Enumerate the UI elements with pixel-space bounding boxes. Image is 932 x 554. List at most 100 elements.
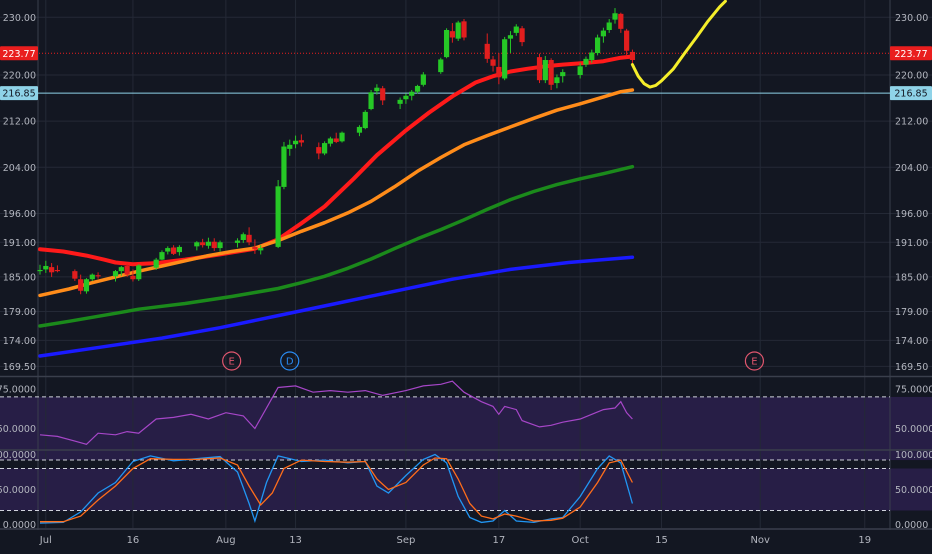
projection-path bbox=[630, 0, 727, 89]
rsi-tick-label-left: 50.0000 bbox=[0, 424, 36, 435]
candle-body bbox=[548, 60, 554, 85]
candle-body bbox=[194, 242, 200, 247]
x-tick-label: Oct bbox=[572, 535, 589, 546]
candle bbox=[380, 85, 386, 105]
candle bbox=[159, 250, 165, 261]
candle-body bbox=[600, 30, 606, 37]
price-tick-label-left: 179.00 bbox=[3, 307, 36, 318]
candle bbox=[170, 245, 177, 255]
candle-body bbox=[333, 138, 339, 142]
price-gridlines bbox=[0, 16, 932, 367]
event-marker: D bbox=[280, 351, 300, 371]
candle bbox=[298, 134, 304, 147]
candle-body bbox=[612, 13, 618, 20]
stoch-tick-label-right: 0.0000 bbox=[895, 520, 928, 531]
candle bbox=[449, 23, 455, 43]
candle bbox=[54, 265, 61, 273]
candle bbox=[176, 245, 182, 256]
candle bbox=[234, 238, 241, 248]
candle bbox=[577, 62, 583, 79]
price-tick-label-right: 204.00 bbox=[895, 163, 928, 174]
candle bbox=[322, 141, 328, 156]
candle bbox=[618, 12, 624, 33]
candle-body bbox=[356, 126, 363, 133]
candle-body bbox=[72, 271, 78, 279]
candle bbox=[72, 269, 78, 281]
price-badge-bg bbox=[0, 46, 38, 61]
candle bbox=[246, 227, 252, 246]
candle-body bbox=[322, 143, 328, 154]
rsi-line bbox=[39, 380, 633, 445]
candle bbox=[438, 57, 444, 74]
candle bbox=[130, 269, 136, 282]
candle bbox=[165, 246, 171, 255]
candle-body bbox=[409, 91, 415, 96]
candle-body bbox=[124, 265, 130, 275]
candle bbox=[37, 264, 43, 275]
candle bbox=[49, 263, 55, 277]
candle-body bbox=[37, 270, 43, 272]
candle-body bbox=[420, 74, 426, 85]
candle-body bbox=[490, 59, 496, 66]
x-tick-label: 19 bbox=[858, 535, 871, 546]
price-tick-label-left: 196.00 bbox=[3, 209, 36, 220]
candle-body bbox=[339, 132, 345, 142]
candle bbox=[629, 49, 636, 65]
candle-body bbox=[316, 147, 322, 154]
candle bbox=[124, 263, 130, 277]
candle-body bbox=[78, 279, 84, 291]
candle-body bbox=[49, 267, 55, 273]
candle-body bbox=[83, 279, 90, 292]
x-tick-label: 15 bbox=[655, 535, 668, 546]
candle bbox=[136, 264, 142, 281]
stoch-panel: 100.0000 100.0000 50.0000 50.0000 0.0000 0.00… bbox=[0, 450, 932, 531]
candle-body bbox=[502, 39, 508, 79]
candle-body bbox=[484, 43, 490, 59]
moving-averages bbox=[38, 54, 635, 358]
price-tick-label-right: 212.00 bbox=[895, 117, 928, 128]
candle-body bbox=[252, 246, 258, 250]
candle bbox=[292, 135, 299, 149]
price-tick-label-right: 174.00 bbox=[895, 336, 928, 347]
candles bbox=[37, 8, 636, 295]
price-tick-label-right: 220.00 bbox=[895, 71, 928, 82]
rsi-tick-label-right: 75.0000 bbox=[895, 385, 932, 396]
candle bbox=[507, 31, 514, 54]
candle-body bbox=[455, 22, 461, 39]
candle bbox=[205, 237, 212, 249]
price-tick-label-right: 230.00 bbox=[895, 13, 928, 24]
candle bbox=[275, 180, 281, 249]
candle bbox=[420, 72, 426, 87]
candle bbox=[484, 33, 490, 63]
x-tick-label: 13 bbox=[289, 535, 302, 546]
candle-body bbox=[200, 242, 206, 246]
candle bbox=[624, 28, 630, 57]
price-badge-label: 216.85 bbox=[894, 89, 927, 100]
stoch-tick-label-left: 0.0000 bbox=[3, 520, 36, 531]
candle-body bbox=[583, 58, 589, 65]
price-badge: 223.77 bbox=[890, 46, 932, 61]
candle-body bbox=[618, 13, 624, 29]
candle bbox=[240, 232, 246, 243]
x-tick-label: Sep bbox=[396, 535, 415, 546]
x-tick-label: 16 bbox=[127, 535, 140, 546]
candle-body bbox=[542, 60, 548, 81]
price-tick-label-right: 185.00 bbox=[895, 272, 928, 283]
candle-body bbox=[240, 234, 246, 240]
candle bbox=[333, 132, 339, 144]
candle bbox=[217, 240, 223, 252]
moving-average-line bbox=[38, 88, 635, 298]
price-tick-label-left: 204.00 bbox=[3, 163, 36, 174]
event-marker-label: E bbox=[229, 357, 235, 368]
stoch-line bbox=[40, 457, 633, 523]
candle bbox=[362, 110, 368, 130]
candle-body bbox=[258, 248, 264, 251]
candle-body bbox=[89, 274, 95, 280]
candle-body bbox=[519, 28, 525, 43]
candle-body bbox=[449, 31, 455, 38]
candle-body bbox=[275, 186, 281, 247]
candle bbox=[153, 257, 159, 270]
